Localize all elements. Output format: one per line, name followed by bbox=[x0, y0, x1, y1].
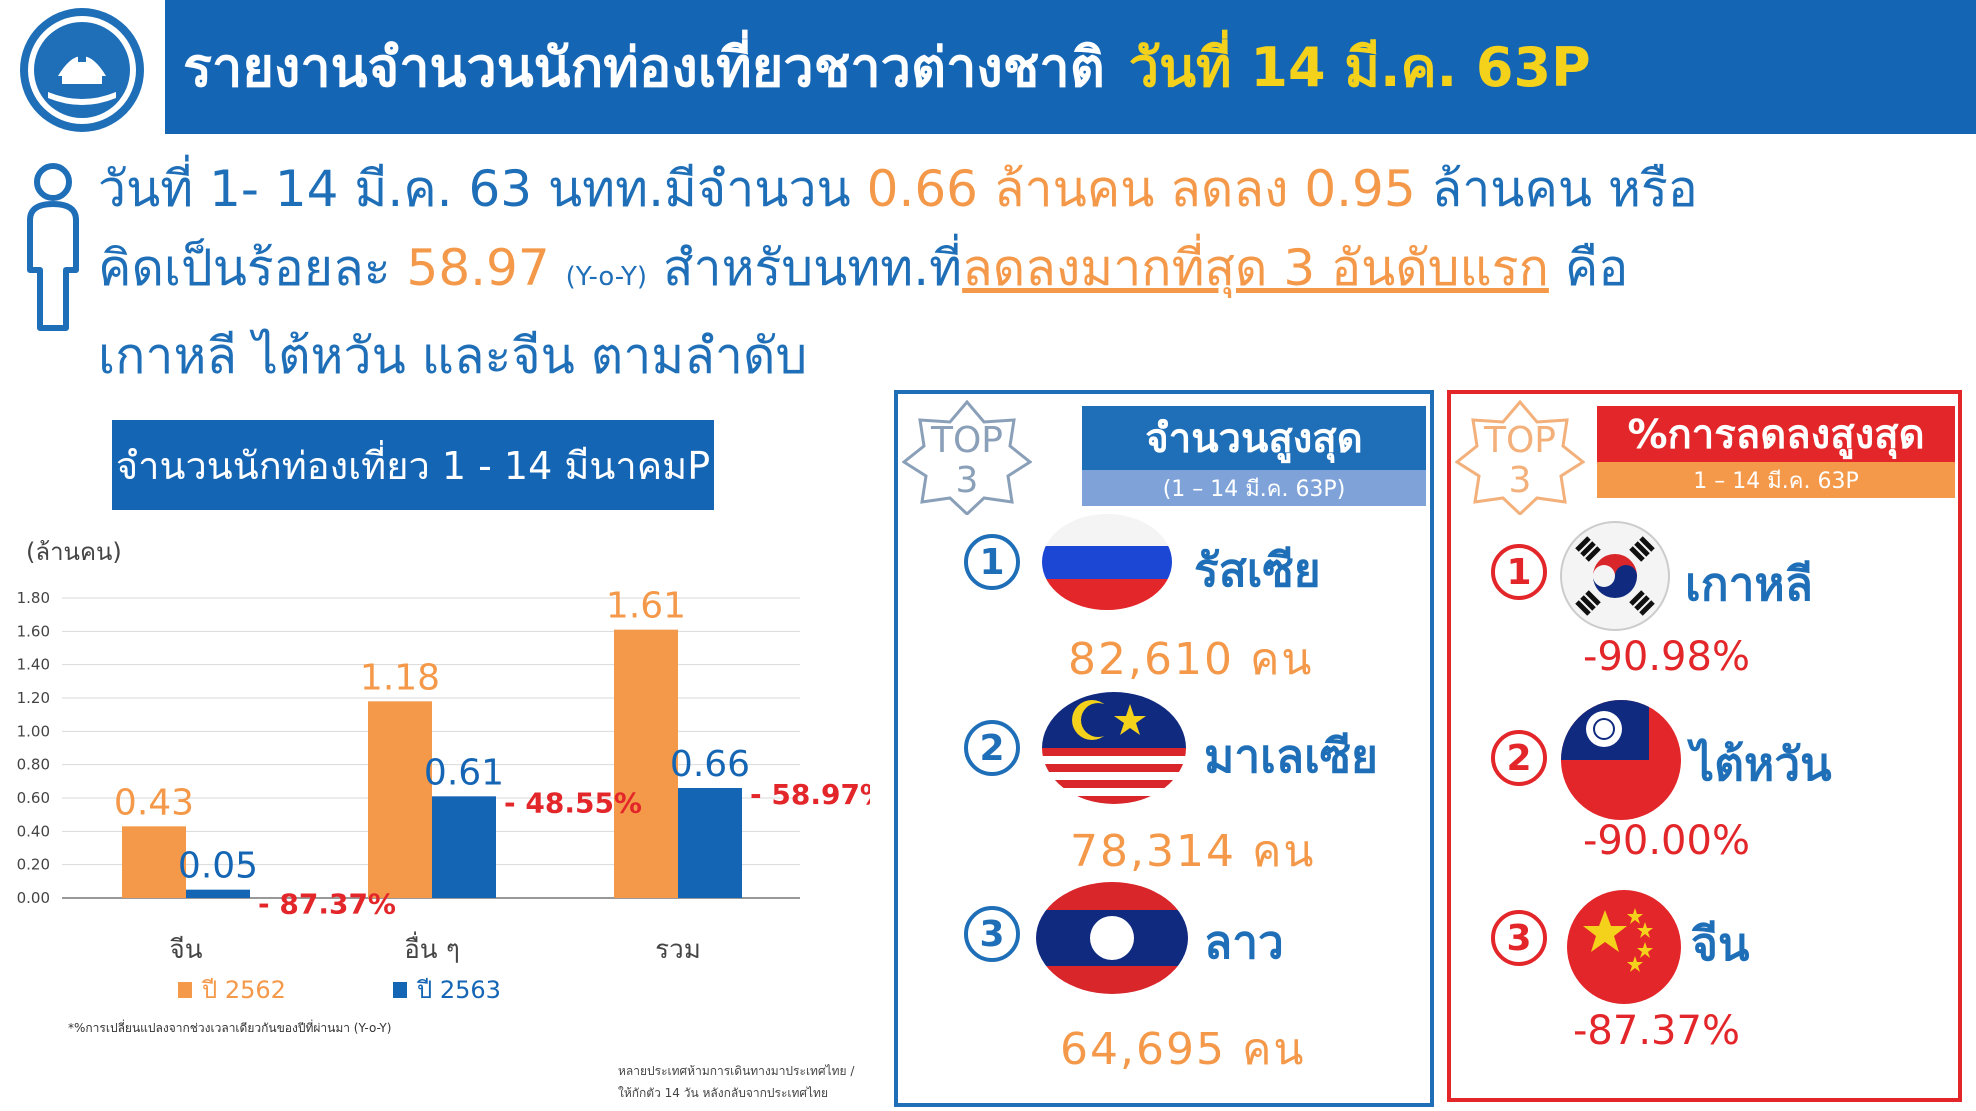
x-tick-label: จีน bbox=[169, 935, 202, 965]
china-flag-icon bbox=[1567, 890, 1681, 1004]
note-line-2: ให้กักตัว 14 วัน หลังกลับจากประเทศไทย bbox=[618, 1086, 828, 1100]
y-tick-label: 1.40 bbox=[17, 656, 50, 674]
rank-badge: 2 bbox=[964, 720, 1020, 776]
top-count-title: จำนวนสูงสุด bbox=[1082, 406, 1426, 470]
bar bbox=[122, 826, 186, 898]
rank-badge: 3 bbox=[964, 906, 1020, 962]
data-label: 1.18 bbox=[360, 657, 440, 698]
header-bar: รายงานจำนวนนักท่องเที่ยวชาวต่างชาติ วันท… bbox=[165, 0, 1976, 134]
y-tick-label: 1.80 bbox=[17, 589, 50, 607]
y-tick-label: 0.00 bbox=[17, 889, 50, 907]
y-tick-label: 0.20 bbox=[17, 856, 50, 874]
bar bbox=[432, 796, 496, 898]
top3-badge-icon: TOP 3 bbox=[1455, 400, 1585, 515]
y-tick-label: 1.00 bbox=[17, 722, 50, 740]
country-name: ลาว bbox=[1204, 915, 1284, 969]
drop-value: -90.98% bbox=[1583, 634, 1750, 680]
taiwan-flag-icon bbox=[1561, 700, 1681, 820]
russia-flag-icon bbox=[1042, 514, 1172, 610]
rank-badge: 3 bbox=[1491, 910, 1547, 966]
country-name: มาเลเซีย bbox=[1204, 729, 1378, 783]
top-count-subtitle: (1 – 14 มี.ค. 63P) bbox=[1082, 470, 1426, 506]
top-drop-subtitle: 1 – 14 มี.ค. 63P bbox=[1597, 462, 1955, 498]
report-date: วันที่ 14 มี.ค. 63P bbox=[1128, 36, 1591, 99]
bar-chart: (ล้านคน) 0.00 0.20 0.40 0.60 0.80 1.00 1.20 1.4… bbox=[17, 538, 870, 1004]
badge-top-text: TOP bbox=[930, 420, 1003, 461]
badge-num-text: 3 bbox=[1509, 460, 1532, 501]
summary-line-3: เกาหลี ไต้หวัน และจีน ตามลำดับ bbox=[98, 327, 808, 385]
country-name: จีน bbox=[1691, 917, 1750, 971]
y-tick-label: 1.20 bbox=[17, 689, 50, 707]
summary-line-2: คิดเป็นร้อยละ 58.97 (Y-o-Y) สำหรับนทท.ที… bbox=[98, 239, 1629, 297]
count-value: 82,610 คน bbox=[1068, 634, 1314, 685]
data-label: 0.61 bbox=[424, 752, 504, 793]
count-value: 78,314 คน bbox=[1070, 826, 1316, 877]
malaysia-flag-icon bbox=[1042, 692, 1186, 804]
bar bbox=[614, 629, 678, 898]
country-name: ไต้หวัน bbox=[1691, 737, 1832, 791]
summary-line-1: วันที่ 1- 14 มี.ค. 63 นทท.มีจำนวน 0.66 ล… bbox=[98, 160, 1698, 218]
change-label: - 87.37% bbox=[258, 888, 396, 921]
data-label: 1.61 bbox=[606, 586, 686, 627]
y-tick-label: 0.80 bbox=[17, 756, 50, 774]
country-name: เกาหลี bbox=[1685, 557, 1813, 611]
chart-title: จำนวนนักท่องเที่ยว 1 - 14 มีนาคมP bbox=[112, 420, 714, 510]
top-drop-panel: TOP 3 %การลดลงสูงสุด 1 – 14 มี.ค. 63P 1 … bbox=[1447, 390, 1962, 1102]
count-value: 64,695 คน bbox=[1060, 1024, 1306, 1075]
badge-top-text: TOP bbox=[1483, 420, 1556, 461]
y-tick-label: 1.60 bbox=[17, 622, 50, 640]
bar bbox=[678, 788, 742, 898]
x-tick-label: รวม bbox=[655, 935, 701, 965]
ministry-logo-icon bbox=[20, 8, 144, 132]
change-label: - 58.97% bbox=[750, 778, 870, 811]
badge-num-text: 3 bbox=[956, 460, 979, 501]
y-axis-label: (ล้านคน) bbox=[26, 538, 122, 566]
legend-swatch bbox=[178, 982, 192, 998]
data-label: 0.05 bbox=[178, 846, 258, 887]
person-icon bbox=[27, 163, 79, 331]
legend-label: ปี 2562 bbox=[201, 976, 286, 1004]
top-count-panel: TOP 3 จำนวนสูงสุด (1 – 14 มี.ค. 63P) 1 ร… bbox=[894, 390, 1434, 1107]
summary-text: วันที่ 1- 14 มี.ค. 63 นทท.มีจำนวน 0.66 ล… bbox=[98, 150, 1958, 396]
top3-badge-icon: TOP 3 bbox=[902, 400, 1032, 515]
drop-value: -87.37% bbox=[1573, 1008, 1740, 1054]
rank-badge: 1 bbox=[1491, 544, 1547, 600]
laos-flag-icon bbox=[1036, 882, 1188, 994]
y-tick-label: 0.40 bbox=[17, 822, 50, 840]
korea-flag-icon bbox=[1560, 521, 1670, 631]
data-label: 0.43 bbox=[114, 782, 194, 823]
bar bbox=[368, 701, 432, 898]
data-label: 0.66 bbox=[670, 744, 750, 785]
rank-badge: 2 bbox=[1491, 730, 1547, 786]
legend-swatch bbox=[393, 982, 407, 998]
chart-footnote: *%การเปลี่ยนแปลงจากช่วงเวลาเดียวกันของปี… bbox=[68, 1021, 392, 1035]
legend-label: ปี 2563 bbox=[416, 976, 501, 1004]
page-title: รายงานจำนวนนักท่องเที่ยวชาวต่างชาติ bbox=[183, 36, 1105, 99]
x-tick-label: อื่น ๆ bbox=[404, 931, 460, 965]
top-drop-title: %การลดลงสูงสุด bbox=[1597, 406, 1955, 462]
y-tick-label: 0.60 bbox=[17, 789, 50, 807]
drop-value: -90.00% bbox=[1583, 818, 1750, 864]
bar bbox=[186, 889, 250, 898]
rank-badge: 1 bbox=[964, 534, 1020, 590]
note-line-1: หลายประเทศห้ามการเดินทางมาประเทศไทย / bbox=[618, 1064, 855, 1078]
change-label: - 48.55% bbox=[504, 786, 642, 819]
country-name: รัสเซีย bbox=[1194, 543, 1321, 597]
